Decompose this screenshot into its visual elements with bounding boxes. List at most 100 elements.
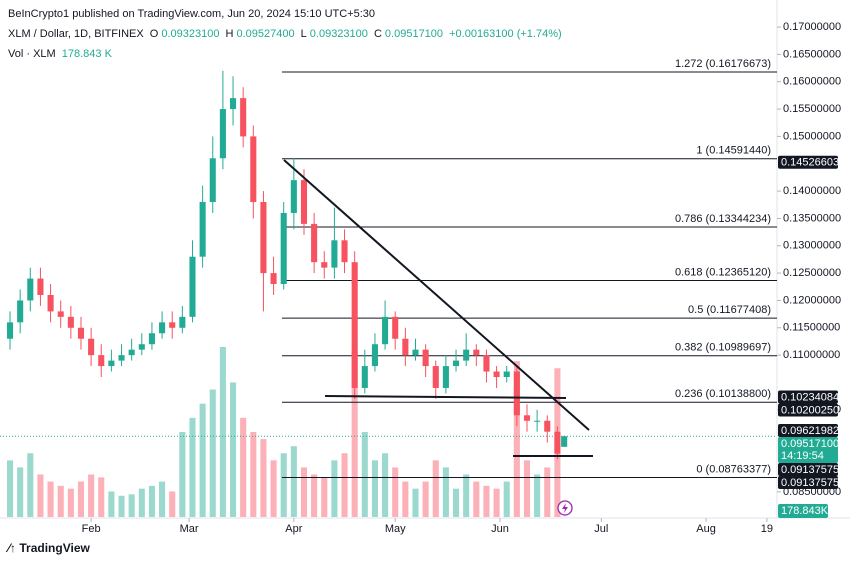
y-tick-label: 0.15000000 <box>783 130 841 142</box>
candle-body <box>179 316 186 328</box>
candle-body <box>402 338 409 356</box>
candle-body <box>351 262 358 388</box>
volume-bar <box>260 439 267 517</box>
candle-body <box>341 240 348 263</box>
volume-bar <box>442 467 449 517</box>
volume-bar <box>463 474 470 517</box>
volume-bar <box>371 460 378 517</box>
price-badge-label: 0.09621982 <box>781 425 839 437</box>
y-tick-label: 0.14000000 <box>783 185 841 197</box>
volume-bar <box>108 491 115 517</box>
support-line <box>324 395 567 399</box>
price-badge-label: 0.10234084 <box>781 391 839 403</box>
candle-body <box>463 349 470 361</box>
open: 0.09323100 <box>161 28 220 40</box>
volume-bar <box>98 477 105 517</box>
candle-body <box>412 349 419 356</box>
candle-body <box>37 278 44 295</box>
volume-bar <box>189 417 196 517</box>
candle-body <box>554 431 561 454</box>
candle-body <box>371 344 378 367</box>
volume-bar <box>341 453 348 517</box>
symbol: XLM / Dollar, 1D, BITFINEX <box>8 28 144 40</box>
x-tick-label: Mar <box>180 523 199 535</box>
candle-body <box>331 240 338 268</box>
candle-body <box>77 327 85 339</box>
volume-bar <box>17 467 24 517</box>
candle-body <box>98 355 105 367</box>
volume-bar <box>483 485 490 517</box>
price-badge-label: 0.09517100 <box>781 438 839 450</box>
candle-body <box>240 98 247 137</box>
countdown: 14:19:54 <box>781 450 824 462</box>
volume-bar <box>290 446 297 517</box>
volume-bar <box>300 467 308 517</box>
volume-bar <box>523 460 531 517</box>
y-tick-label: 0.11000000 <box>783 349 840 361</box>
price-badge-label: 0.09137575 <box>781 464 839 476</box>
volume-bar <box>88 474 95 517</box>
volume-bar <box>321 477 328 517</box>
volume-bar <box>382 453 389 517</box>
fib-label: 0 (0.08763377) <box>696 463 771 475</box>
vol-row: Vol · XLM 178.843 K <box>8 44 565 64</box>
volume-bar <box>159 481 166 517</box>
x-tick-label: Apr <box>285 523 302 535</box>
volume-bar <box>452 488 460 517</box>
h-label: H <box>225 28 234 40</box>
candle-body <box>169 322 176 328</box>
candle-body <box>128 349 135 356</box>
fib-label: 1.272 (0.16176673) <box>675 58 771 70</box>
volume-bar <box>402 481 409 517</box>
price-badge <box>778 155 838 169</box>
candle-body <box>189 256 196 317</box>
o-label: O <box>149 28 159 40</box>
volume-bar <box>128 494 135 517</box>
candle-body <box>432 366 439 388</box>
candle-body <box>219 109 226 159</box>
flash-icon <box>557 500 573 516</box>
candle-body <box>523 415 531 421</box>
y-tick-label: 0.13500000 <box>783 212 841 224</box>
x-tick-label: Jun <box>491 523 509 535</box>
fib-label: 0.382 (0.10989697) <box>675 342 771 354</box>
candle-body <box>250 136 257 203</box>
candle-body <box>442 366 449 388</box>
y-tick-label: 0.11500000 <box>783 322 840 334</box>
volume-bar <box>37 474 44 517</box>
l-label: L <box>300 28 307 40</box>
volume-bar <box>118 495 125 517</box>
candle-body <box>544 420 551 432</box>
candle-body <box>199 202 206 257</box>
volume-bar <box>513 361 520 517</box>
price-badge-label: 0.14526603 <box>781 157 839 169</box>
volume-bar <box>6 460 14 517</box>
volume-bar <box>240 417 247 517</box>
fib-label: 0.786 (0.13344234) <box>675 213 771 225</box>
vol: 178.843 K <box>61 48 112 60</box>
vol-label: Vol · XLM <box>8 48 56 60</box>
volume-bar <box>412 488 419 517</box>
axis-layer: 0.17000000 0.16500000 0.16000000 0.15500000… <box>82 21 841 535</box>
candle-body <box>260 202 267 274</box>
volume-badge-label: 178.843K <box>781 505 829 517</box>
volume-bar <box>534 474 541 517</box>
volume-bar <box>179 432 186 517</box>
candle-body <box>321 262 328 268</box>
candle-body <box>473 349 480 356</box>
volume-bar <box>473 481 480 517</box>
volume-bar <box>77 481 85 517</box>
volume-badge <box>778 504 828 518</box>
candle-body <box>209 158 216 203</box>
candle-body <box>27 278 34 301</box>
y-tick-label: 0.12000000 <box>783 294 841 306</box>
fib-label: 0.618 (0.12365120) <box>675 266 771 278</box>
fib-label: 0.236 (0.10138800) <box>675 388 771 400</box>
candle-body <box>280 212 287 285</box>
candle-body <box>270 273 277 285</box>
volume-bar <box>229 382 237 517</box>
y-tick-label: 0.16500000 <box>783 48 841 60</box>
volume-bar <box>503 481 510 517</box>
